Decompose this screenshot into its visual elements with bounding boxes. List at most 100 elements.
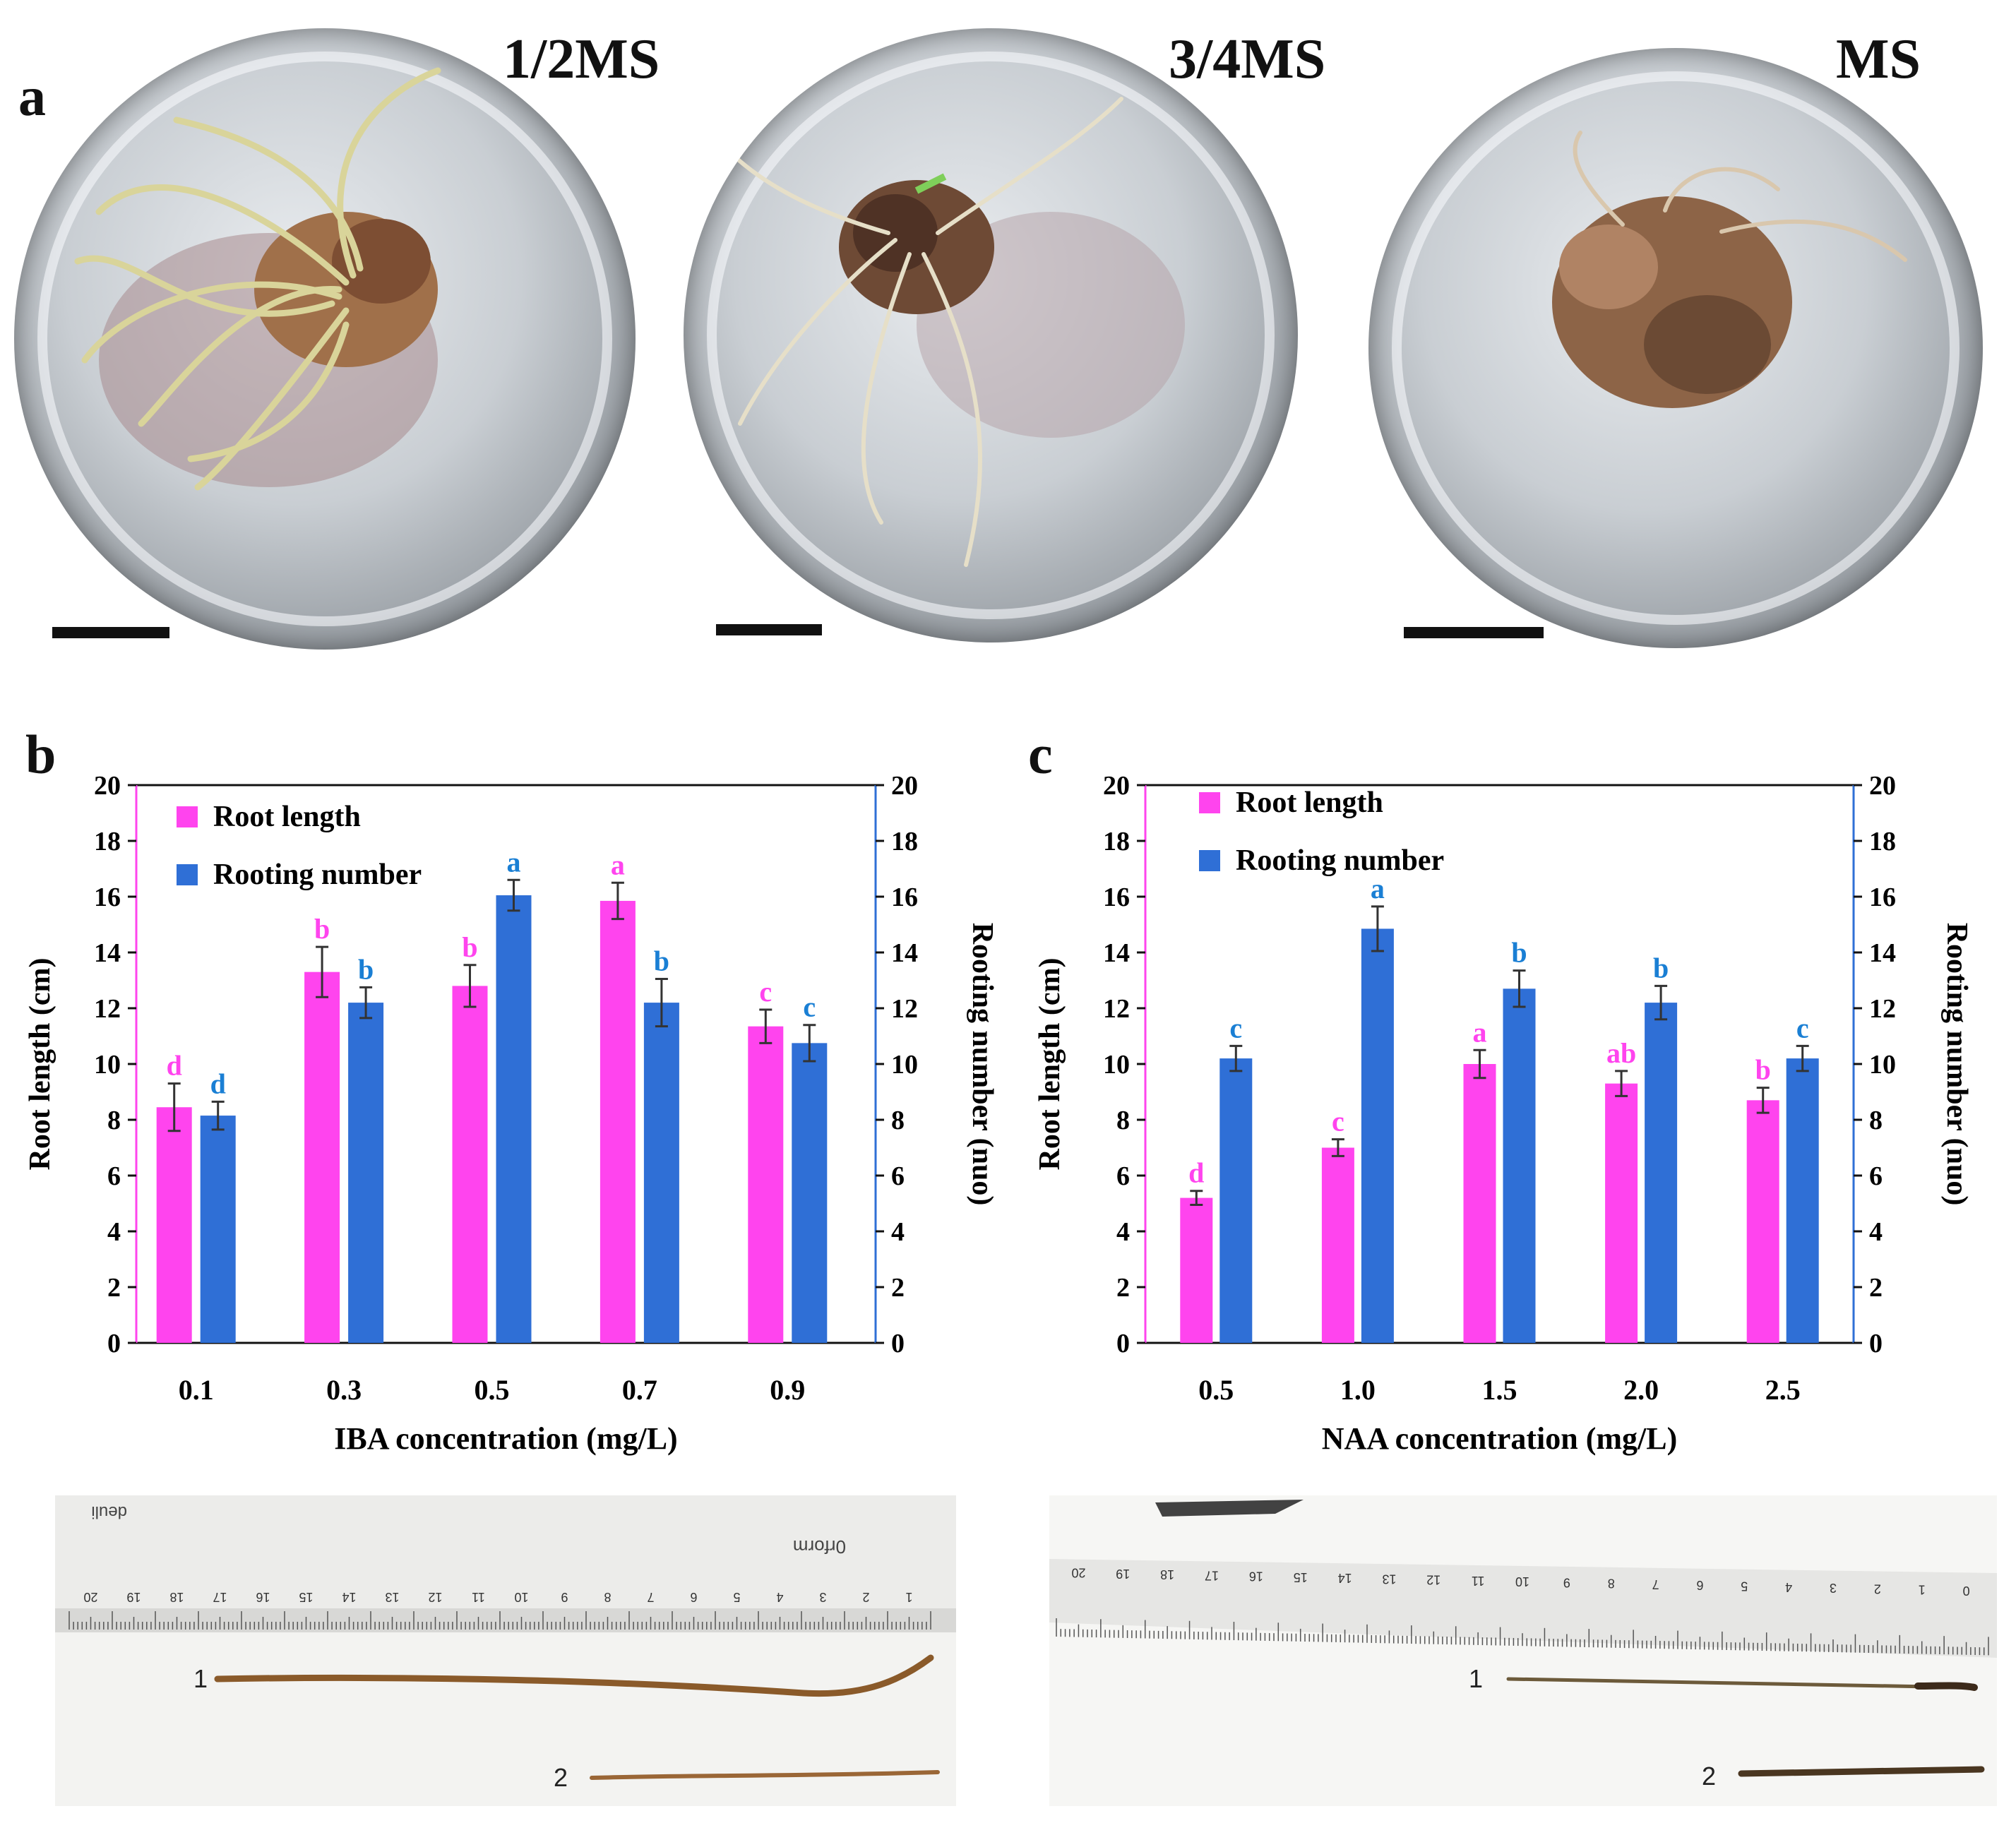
x-axis-label: NAA concentration (mg/L) bbox=[1322, 1421, 1678, 1456]
ruler-brand-deuli: deuli bbox=[91, 1502, 127, 1522]
bar-root-length bbox=[1180, 1197, 1213, 1343]
ruler-number: 18 bbox=[169, 1590, 184, 1604]
significance-letter: c bbox=[1796, 1012, 1809, 1044]
chart-b-svg: 0 0 2 2 4 4 6 6 8 8 10 10 12 12 14 14 16 16 18 18 20 20 Root l… bbox=[24, 771, 998, 1456]
significance-letter: d bbox=[210, 1068, 226, 1099]
ruler-number: 3 bbox=[819, 1590, 826, 1604]
chart-c: 0 0 2 2 4 4 6 6 8 8 10 10 12 12 14 14 16 16 18 18 20 20 Root l… bbox=[1017, 763, 2016, 1476]
significance-letter: a bbox=[1473, 1016, 1487, 1048]
y-tick-label-left: 10 bbox=[94, 1050, 121, 1080]
panel-b-letter: b bbox=[25, 724, 56, 785]
y-tick-label-right: 10 bbox=[1869, 1050, 1896, 1080]
ruler-number: 8 bbox=[1608, 1577, 1615, 1591]
bar-root-length bbox=[156, 1107, 192, 1343]
significance-letter: c bbox=[803, 991, 816, 1023]
significance-letter: b bbox=[1755, 1054, 1771, 1086]
legend-swatch-root-length bbox=[177, 806, 198, 827]
y-tick-label-right: 4 bbox=[891, 1217, 905, 1247]
ruler-number: 5 bbox=[733, 1590, 740, 1604]
legend-label-root-length: Root length bbox=[213, 801, 361, 833]
x-tick-label: 2.5 bbox=[1765, 1374, 1801, 1406]
y-tick-label-right: 18 bbox=[891, 827, 918, 856]
ruler-number: 10 bbox=[1515, 1574, 1529, 1589]
x-tick-label: 0.1 bbox=[179, 1374, 214, 1406]
y-tick-label-right: 14 bbox=[1869, 938, 1896, 968]
significance-letter: b bbox=[358, 953, 374, 985]
x-tick-label: 1.0 bbox=[1340, 1374, 1376, 1406]
y-tick-label-right: 12 bbox=[891, 994, 918, 1024]
ruler-number: 5 bbox=[1741, 1579, 1748, 1593]
ruler-number: 1 bbox=[905, 1590, 912, 1604]
bar-root-length bbox=[1746, 1100, 1779, 1343]
legend-label-rooting-number: Rooting number bbox=[1236, 844, 1444, 877]
y-tick-label-left: 18 bbox=[1103, 827, 1130, 856]
ruler-and-roots-right: 20 19 18 17 16 15 14 13 12 11 10 9 8 7 6 5 4 3 2 1 0 1 2 bbox=[1049, 1495, 1997, 1806]
y-tick-label-right: 10 bbox=[891, 1050, 918, 1080]
ruler-number: 16 bbox=[256, 1590, 270, 1604]
y-tick-label-left: 0 bbox=[1116, 1329, 1130, 1358]
medium-label-half-ms: 1/2MS bbox=[503, 28, 660, 90]
ruler-number: 12 bbox=[428, 1590, 442, 1604]
medium-label-three-quarter-ms: 3/4MS bbox=[1169, 28, 1326, 90]
ruler-number: 1 bbox=[1919, 1583, 1926, 1597]
ruler-number: 11 bbox=[1472, 1574, 1485, 1588]
ruler-number: 19 bbox=[126, 1590, 141, 1604]
bar-root-length bbox=[748, 1026, 784, 1343]
scale-bar-dish-3 bbox=[1404, 627, 1544, 638]
petri-dish-photo-ms bbox=[1368, 48, 1983, 648]
y-tick-label-right: 4 bbox=[1869, 1217, 1883, 1247]
ruler-numbers: 20 19 18 17 16 15 14 13 12 11 10 9 8 7 6 5 4 3 2 1 0 bbox=[1071, 1566, 1969, 1598]
significance-letter: b bbox=[654, 945, 669, 977]
y-tick-label-right: 0 bbox=[1869, 1329, 1883, 1358]
significance-letter: c bbox=[759, 976, 772, 1008]
y-tick-label-left: 10 bbox=[1103, 1050, 1130, 1080]
bar-rooting-number bbox=[643, 1003, 679, 1343]
ruler-number: 7 bbox=[1652, 1577, 1659, 1591]
y-tick-label-right: 12 bbox=[1869, 994, 1896, 1024]
ruler-number: 12 bbox=[1426, 1573, 1441, 1587]
ruler-number: 2 bbox=[862, 1590, 869, 1604]
y-tick-label-right: 14 bbox=[891, 938, 918, 968]
y-tick-label-right: 18 bbox=[1869, 827, 1896, 856]
significance-letter: c bbox=[1332, 1106, 1344, 1137]
ruler-number: 4 bbox=[776, 1590, 783, 1604]
y-tick-label-right: 16 bbox=[891, 883, 918, 912]
ruler-number: 13 bbox=[385, 1590, 399, 1604]
ruler-number: 16 bbox=[1249, 1570, 1263, 1584]
x-tick-label: 1.5 bbox=[1482, 1374, 1517, 1406]
x-axis-label: IBA concentration (mg/L) bbox=[334, 1421, 677, 1456]
y-tick-label-right: 8 bbox=[891, 1106, 905, 1135]
ruler-number: 13 bbox=[1382, 1572, 1396, 1586]
bar-rooting-number bbox=[200, 1116, 236, 1343]
y-tick-label-left: 6 bbox=[1116, 1161, 1130, 1191]
ruler-number: 0 bbox=[1963, 1584, 1970, 1598]
bar-root-length bbox=[600, 900, 636, 1343]
root-1 bbox=[1506, 1677, 1969, 1690]
bar-rooting-number bbox=[1219, 1058, 1253, 1343]
bar-rooting-number bbox=[1645, 1003, 1678, 1343]
bar-rooting-number bbox=[348, 1003, 384, 1343]
y-tick-label-left: 4 bbox=[1116, 1217, 1130, 1247]
ruler-number: 20 bbox=[1071, 1566, 1085, 1580]
ruler-and-roots-left: deuli 0rform 20 19 18 17 16 15 14 13 12 11 10 9 8 7 6 5… bbox=[55, 1495, 956, 1792]
y-tick-label-left: 6 bbox=[107, 1161, 121, 1191]
ruler-number: 2 bbox=[1874, 1582, 1881, 1596]
y-tick-label-right: 20 bbox=[1869, 771, 1896, 801]
root-2 bbox=[590, 1770, 940, 1780]
y-tick-label-left: 16 bbox=[1103, 883, 1130, 912]
ruler-brand-0rform: 0rform bbox=[793, 1536, 846, 1558]
ruler-number: 17 bbox=[1205, 1568, 1219, 1582]
y-tick-label-right: 6 bbox=[1869, 1161, 1883, 1191]
scale-bar-dish-2 bbox=[716, 624, 822, 635]
ruler-number: 6 bbox=[1696, 1578, 1703, 1592]
significance-letter: a bbox=[507, 846, 521, 878]
y-tick-label-left: 16 bbox=[94, 883, 121, 912]
root-explant-illustration bbox=[707, 52, 1275, 619]
y-tick-label-left: 2 bbox=[107, 1273, 121, 1303]
ruler-number: 3 bbox=[1830, 1581, 1837, 1595]
y-axis-right-label: Rooting number (nuo) bbox=[966, 923, 998, 1206]
significance-letter: c bbox=[1229, 1012, 1242, 1044]
y-axis-left-label: Root length (cm) bbox=[24, 958, 56, 1171]
root-photo-left: deuli 0rform 20 19 18 17 16 15 14 13 12 11 10 9 8 7 6 5… bbox=[55, 1495, 956, 1806]
ruler-number: 17 bbox=[213, 1590, 227, 1604]
